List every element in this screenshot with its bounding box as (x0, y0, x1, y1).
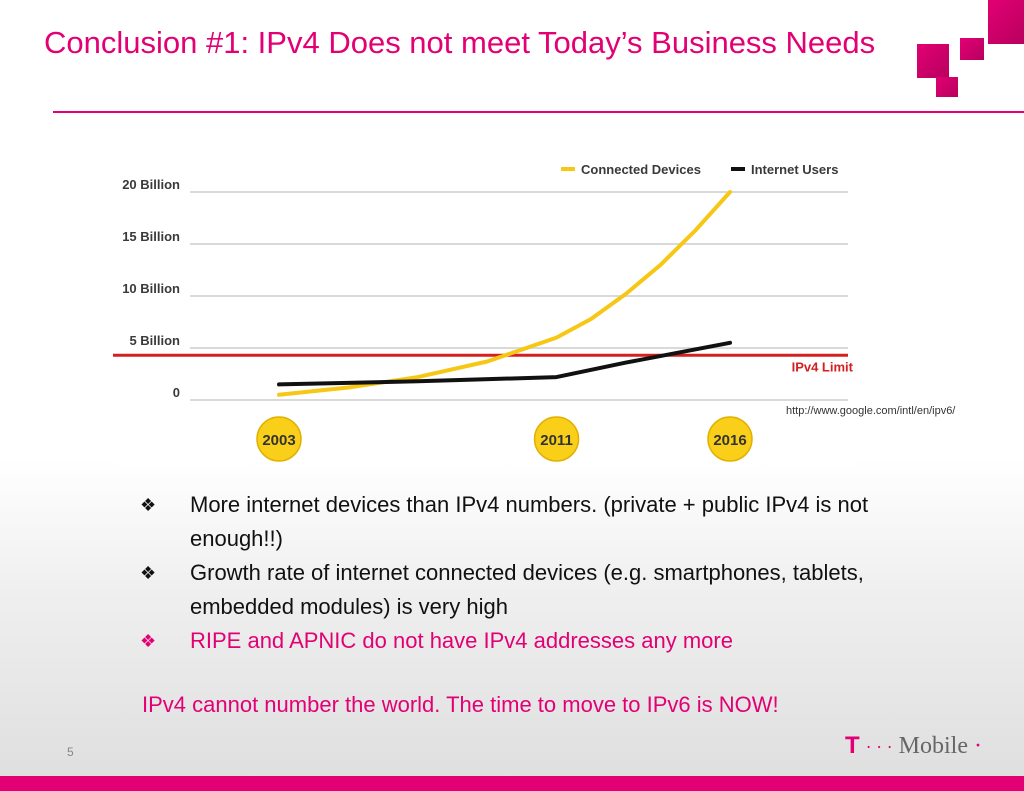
year-badge (533, 416, 580, 462)
logo-text: Mobile (898, 733, 968, 759)
bullet-diamond-icon: ❖ (140, 495, 157, 515)
bottom-brand-bar (0, 776, 1024, 791)
logo-dots: · · · (865, 737, 893, 757)
series-line (277, 340, 732, 387)
x-tick-label: 2011 (540, 432, 573, 449)
page-number: 5 (67, 745, 74, 759)
bullet-diamond-icon: ❖ (140, 631, 157, 651)
chart-area: 0 5 Billion 10 Billion 15 Billion 20 Billion… (113, 150, 858, 465)
year-badge (707, 416, 753, 462)
decor-square (988, 0, 1024, 44)
bullet-diamond-icon: ❖ (140, 563, 157, 583)
bullet-list: ❖ More internet devices than IPv4 number… (140, 488, 940, 658)
bullet-item: ❖ RIPE and APNIC do not have IPv4 addres… (140, 624, 940, 658)
ipv4-limit-label: IPv4 Limit (792, 359, 854, 374)
bullet-item: ❖ Growth rate of internet connected devi… (140, 556, 940, 624)
logo-dot-end: · (973, 733, 982, 759)
y-tick-label: 20 Billion (122, 177, 180, 192)
conclusion-text: IPv4 cannot number the world. The time t… (142, 692, 779, 717)
x-tick-label: 2003 (262, 432, 295, 449)
slide-title: Conclusion #1: IPv4 Does not meet Today’… (44, 25, 876, 60)
ipv4-growth-chart: 0 5 Billion 10 Billion 15 Billion 20 Billion… (113, 162, 854, 462)
legend-label: Internet Users (751, 162, 838, 177)
decor-square (960, 38, 984, 60)
y-tick-label: 10 Billion (122, 281, 180, 296)
x-tick-label: 2016 (713, 432, 746, 449)
bullet-text: Growth rate of internet connected device… (190, 560, 864, 619)
title-divider (53, 111, 1024, 113)
bullet-text: RIPE and APNIC do not have IPv4 addresse… (190, 628, 733, 653)
source-link[interactable]: http://www.google.com/intl/en/ipv6/ (786, 405, 956, 417)
logo-t: T (845, 732, 860, 759)
bullet-item: ❖ More internet devices than IPv4 number… (140, 488, 940, 556)
year-badge (256, 416, 302, 462)
legend-label: Connected Devices (581, 162, 701, 177)
series-line (277, 190, 732, 397)
y-tick-label: 15 Billion (122, 229, 180, 244)
y-tick-label: 5 Billion (129, 333, 180, 348)
decor-square (936, 77, 958, 97)
tmobile-logo: T · · · Mobile · (845, 732, 982, 760)
decor-square (917, 44, 949, 78)
bullet-text: More internet devices than IPv4 numbers.… (190, 492, 869, 551)
y-tick-label: 0 (173, 385, 180, 400)
